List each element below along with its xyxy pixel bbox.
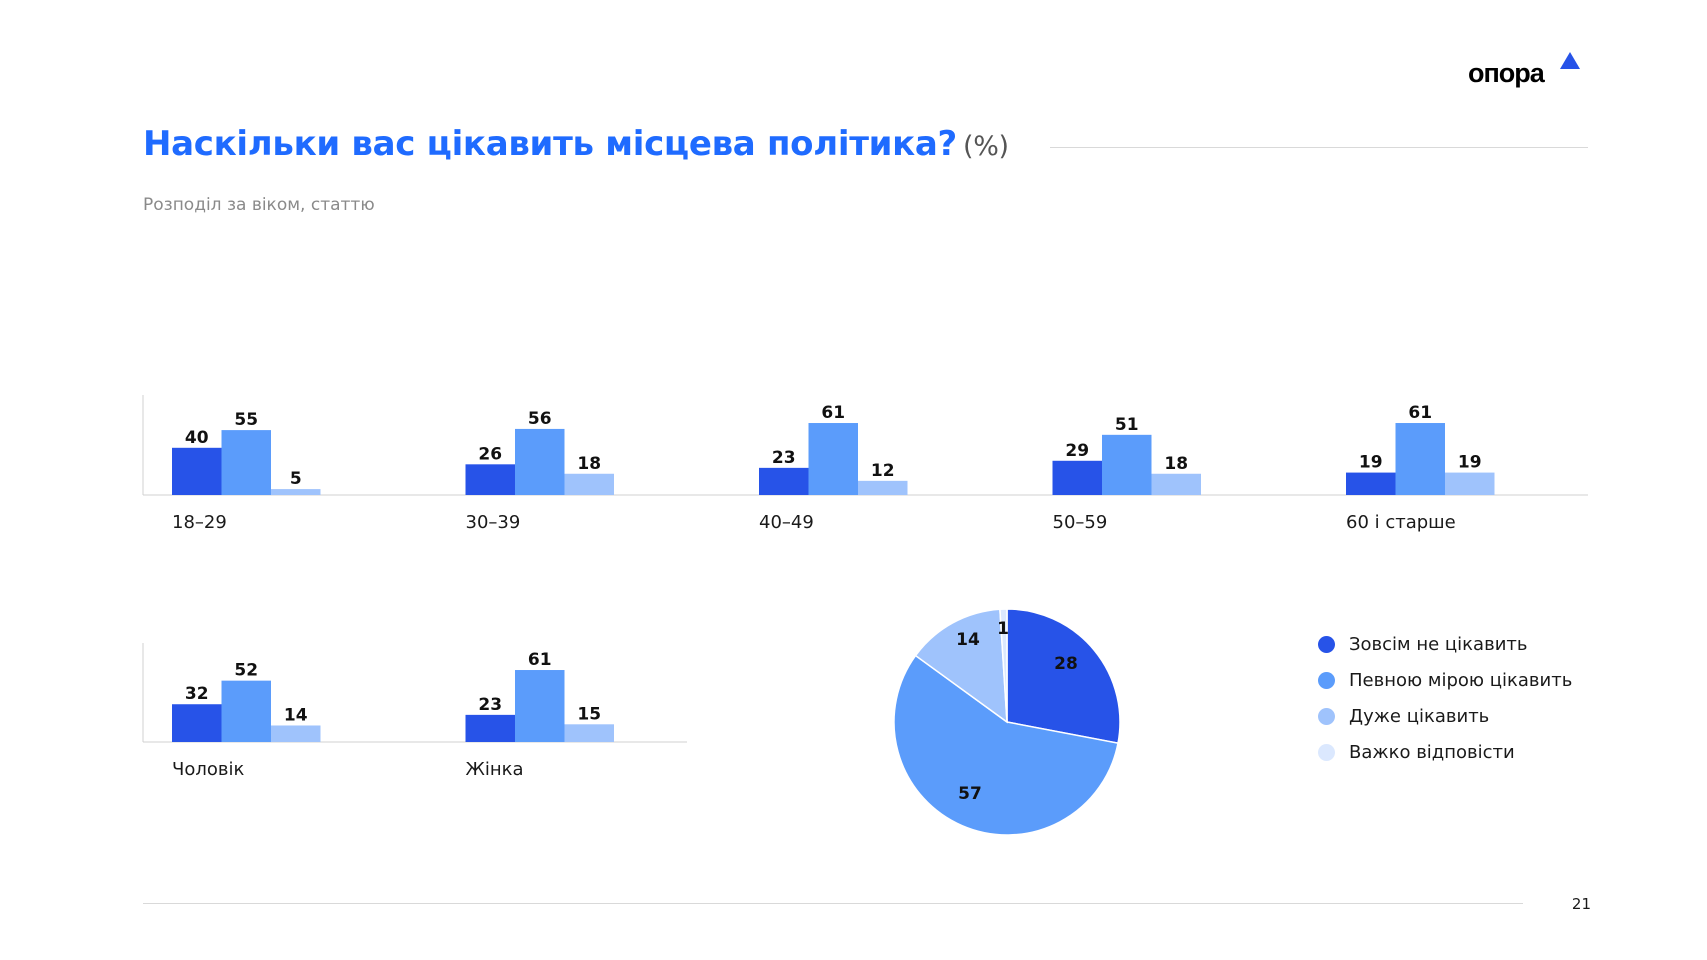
bar-value-label: 29: [1065, 441, 1089, 461]
bar-value-label: 23: [772, 448, 796, 468]
bar: [271, 489, 321, 495]
bar-value-label: 15: [577, 704, 601, 724]
bar: [1346, 472, 1396, 495]
legend-label: Певною мірою цікавить: [1349, 669, 1573, 691]
bar-value-label: 61: [821, 403, 845, 423]
bar: [1052, 460, 1102, 495]
bar: [465, 714, 515, 742]
gender-bar-chart: 32 52 14 Чоловік 23 61 15 Жінка: [142, 643, 687, 780]
bar: [564, 473, 614, 495]
bar-value-label: 19: [1458, 453, 1482, 473]
bar: [1395, 423, 1445, 495]
pie-value-label: 14: [956, 630, 980, 650]
category-label: 18–29: [172, 512, 227, 533]
title-text: Наскільки вас цікавить місцева політика?: [143, 124, 957, 164]
category-label: 30–39: [466, 512, 521, 533]
bar-value-label: 32: [185, 684, 209, 704]
logo-triangle-icon: [1560, 52, 1580, 69]
bar: [1151, 473, 1201, 495]
legend-item: Дуже цікавить: [1318, 698, 1618, 734]
bar-value-label: 19: [1359, 453, 1383, 473]
pie-slice: [999, 608, 1008, 723]
bar: [465, 464, 515, 495]
pie-value-label: 28: [1054, 654, 1078, 674]
pie-slice: [914, 608, 1008, 724]
legend-item: Певною мірою цікавить: [1318, 662, 1618, 698]
pie-value-label: 1: [997, 619, 1009, 639]
age-bar-chart: 4055518–2926561830–3923611240–4929511850…: [142, 395, 1588, 533]
bar-value-label: 23: [478, 695, 502, 715]
bar-value-label: 5: [290, 469, 302, 489]
bar-value-label: 51: [1115, 415, 1139, 435]
bar-value-label: 56: [528, 409, 552, 429]
legend-item: Зовсім не цікавить: [1318, 626, 1618, 662]
bar: [221, 680, 271, 742]
category-label: 60 і старше: [1346, 512, 1456, 533]
bar: [808, 423, 858, 495]
bar-value-label: 26: [478, 444, 502, 464]
page-title: Наскільки вас цікавить місцева політика?…: [143, 124, 1009, 164]
legend-label: Зовсім не цікавить: [1349, 633, 1528, 655]
legend-item: Важко відповісти: [1318, 734, 1618, 770]
bar: [759, 467, 809, 495]
bar: [1102, 434, 1152, 495]
pie-slice: [893, 654, 1119, 836]
bar-value-label: 61: [1408, 403, 1432, 423]
category-label: Жінка: [466, 759, 524, 780]
legend-dot-icon: [1318, 707, 1335, 725]
bar-value-label: 55: [234, 410, 258, 430]
bar: [515, 670, 565, 742]
bar: [1445, 472, 1495, 495]
legend-label: Важко відповісти: [1349, 741, 1515, 763]
bar: [271, 725, 321, 742]
bar-value-label: 18: [1164, 454, 1188, 474]
bar: [172, 447, 222, 495]
overall-pie-chart: 28 57 14 1: [893, 608, 1121, 836]
footer-divider: [143, 903, 1523, 904]
bar: [515, 428, 565, 495]
bar: [221, 430, 271, 495]
pie-slice: [1006, 608, 1121, 745]
page-number: 21: [1571, 895, 1591, 913]
legend-dot-icon: [1318, 635, 1335, 653]
legend-label: Дуже цікавить: [1349, 705, 1490, 727]
bar: [564, 724, 614, 742]
bar-value-label: 52: [234, 661, 258, 681]
legend-dot-icon: [1318, 671, 1335, 689]
pie-legend: Зовсім не цікавить Певною мірою цікавить…: [1318, 626, 1618, 770]
bar-value-label: 18: [577, 454, 601, 474]
subtitle: Розподіл за віком, статтю: [143, 195, 375, 215]
brand-logo: опора: [1468, 52, 1588, 96]
category-label: 50–59: [1053, 512, 1108, 533]
category-label: Чоловік: [172, 759, 244, 780]
bar: [172, 704, 222, 742]
title-unit: (%): [962, 131, 1009, 162]
bar-value-label: 61: [528, 650, 552, 670]
category-label: 40–49: [759, 512, 814, 533]
bar-value-label: 12: [871, 461, 895, 481]
legend-dot-icon: [1318, 743, 1335, 761]
pie-value-label: 57: [958, 784, 982, 804]
logo-text: опора: [1468, 58, 1545, 88]
bar-value-label: 14: [284, 705, 308, 725]
bar: [858, 480, 908, 495]
title-divider: [1050, 147, 1588, 148]
bar-value-label: 40: [185, 428, 209, 448]
